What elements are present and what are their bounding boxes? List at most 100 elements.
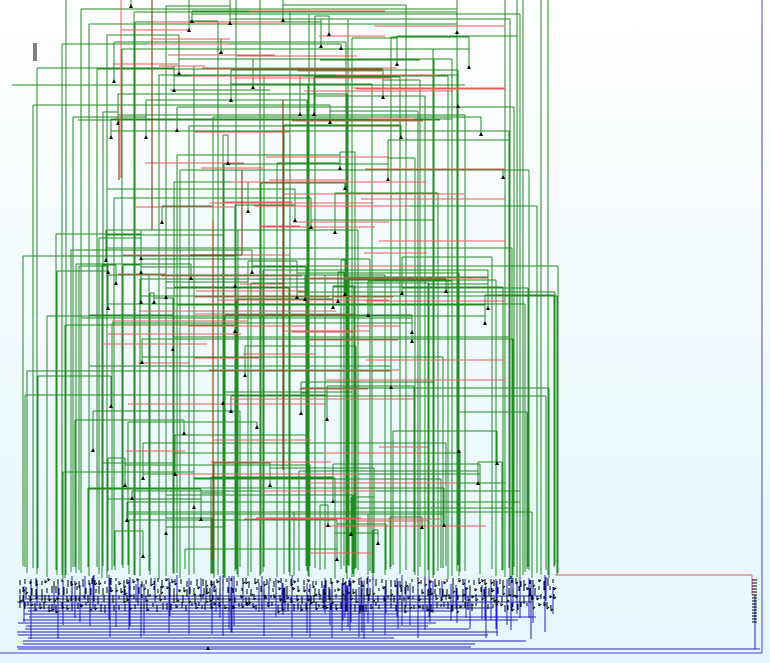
- leaf-label: [123, 600, 127, 604]
- leaf-label: [143, 587, 147, 591]
- leaf-label: [44, 580, 48, 584]
- leaf-label: [252, 605, 256, 609]
- leaf-label: [80, 604, 84, 608]
- leaf-label: [245, 581, 249, 585]
- leaf-label: [322, 605, 326, 609]
- node-marker: [141, 554, 145, 558]
- leaf-label: [296, 598, 300, 602]
- leaf-label: [273, 595, 277, 599]
- node-marker: [114, 281, 118, 285]
- node-marker: [268, 483, 272, 487]
- leaf-label: [328, 597, 332, 601]
- leaf-label: [136, 578, 140, 582]
- node-marker: [246, 209, 250, 213]
- leaf-label: [267, 604, 271, 608]
- node-marker: [199, 517, 203, 521]
- brown-long-edges: [118, 0, 284, 560]
- node-marker: [333, 230, 337, 234]
- leaf-label: [440, 598, 444, 602]
- leaf-label: [205, 600, 209, 604]
- leaf-label: [66, 599, 70, 603]
- leaf-label: [417, 581, 421, 585]
- leaf-label: [399, 584, 403, 588]
- node-marker: [335, 557, 339, 561]
- node-marker: [312, 112, 316, 116]
- leaf-label: [331, 601, 335, 605]
- node-marker: [299, 411, 303, 415]
- node-marker: [175, 128, 179, 132]
- leaf-label: [166, 586, 170, 590]
- leaf-label: [254, 581, 258, 585]
- leaf-label: [94, 582, 98, 586]
- leaf-label: [448, 596, 452, 600]
- leaf-label: [277, 580, 281, 584]
- leaf-label: [330, 581, 334, 585]
- node-marker: [479, 132, 483, 136]
- node-marker: [140, 360, 144, 364]
- leaf-label: [355, 600, 359, 604]
- leaf-label: [335, 607, 339, 611]
- leaf-label: [286, 596, 290, 600]
- leaf-label: [154, 595, 158, 599]
- leaf-label: [188, 600, 192, 604]
- leaf-label: [161, 585, 165, 589]
- node-marker: [228, 21, 232, 25]
- leaf-label: [210, 606, 214, 610]
- leaf-label: [171, 580, 175, 584]
- leaf-label: [30, 603, 34, 607]
- leaf-label: [224, 606, 228, 610]
- node-marker: [400, 291, 404, 295]
- node-marker: [160, 220, 164, 224]
- node-marker: [112, 79, 116, 83]
- node-marker: [381, 95, 385, 99]
- leaf-label: [216, 580, 220, 584]
- node-marker: [319, 44, 323, 48]
- node-marker: [243, 373, 247, 377]
- node-marker: [206, 646, 210, 650]
- node-marker: [331, 305, 335, 309]
- leaf-label: [89, 608, 93, 612]
- node-marker: [444, 289, 448, 293]
- node-marker: [109, 404, 113, 408]
- leaf-label: [543, 587, 547, 591]
- leaf-label: [465, 587, 469, 591]
- leaf-label: [246, 603, 250, 607]
- leaf-label: [500, 603, 504, 607]
- leaf-label: [553, 587, 557, 591]
- leaf-label: [502, 585, 506, 589]
- leaf-label: [132, 580, 136, 584]
- leaf-label: [390, 593, 394, 597]
- leaf-label: [418, 605, 422, 609]
- leaf-label: [478, 581, 482, 585]
- leaf-label: [197, 586, 201, 590]
- leaf-label: [70, 583, 74, 587]
- leaf-label: [515, 595, 519, 599]
- node-marker: [171, 347, 175, 351]
- leaf-label: [213, 589, 217, 593]
- leaf-label: [418, 598, 422, 602]
- leaf-label: [283, 600, 287, 604]
- leaf-label: [426, 608, 430, 612]
- leaf-label: [434, 584, 438, 588]
- leaf-label: [312, 585, 316, 589]
- node-marker: [399, 135, 403, 139]
- leaf-label: [29, 598, 33, 602]
- leaf-label: [526, 587, 530, 591]
- leaf-label: [218, 604, 222, 608]
- node-marker: [106, 270, 110, 274]
- leaf-label: [297, 589, 301, 593]
- node-marker: [339, 46, 343, 50]
- leaf-label: [241, 605, 245, 609]
- node-marker: [125, 518, 129, 522]
- leaf-label: [314, 593, 318, 597]
- leaf-label: [523, 583, 527, 587]
- leaf-label: [174, 582, 178, 586]
- node-marker: [221, 401, 225, 405]
- node-marker: [281, 18, 285, 22]
- leaf-label: [550, 608, 554, 612]
- leaf-label: [51, 608, 55, 612]
- leaf-label: [325, 606, 329, 610]
- leaf-label: [307, 598, 311, 602]
- node-marker: [309, 225, 313, 229]
